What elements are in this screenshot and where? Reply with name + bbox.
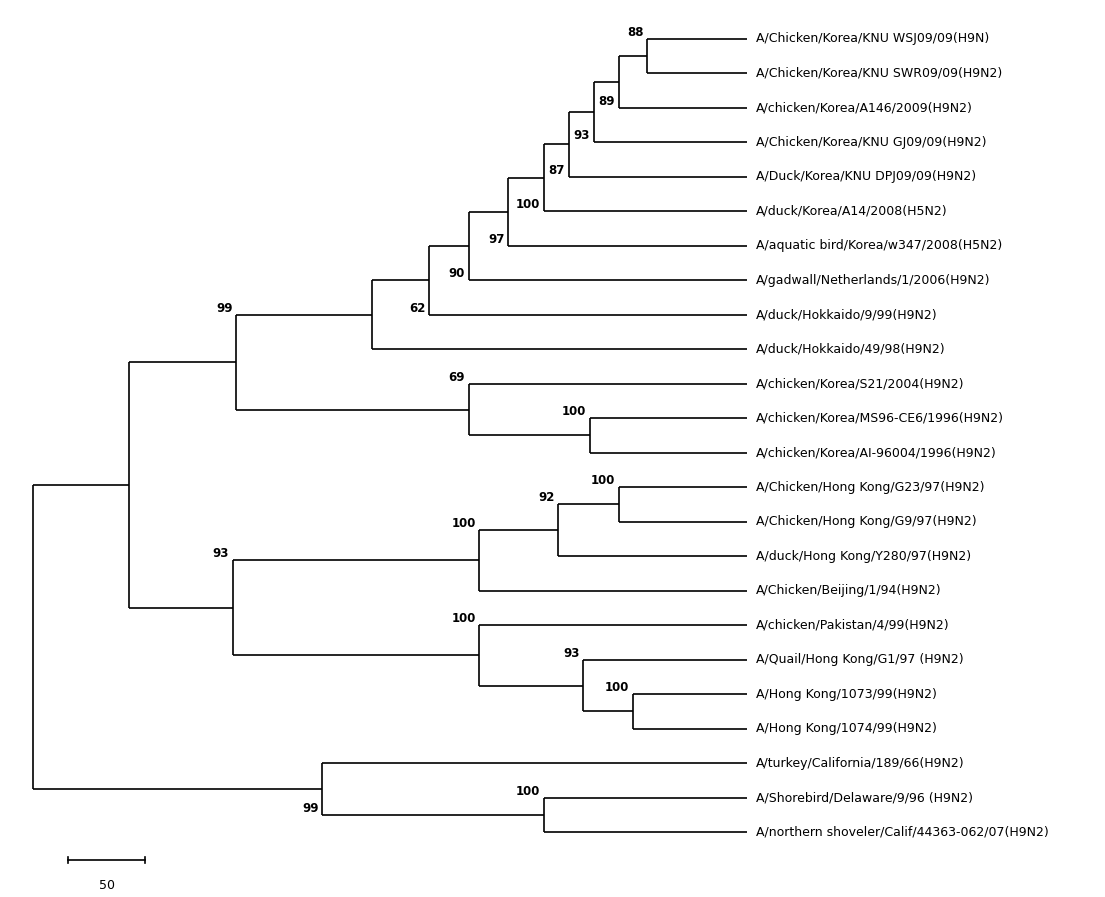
Text: A/duck/Hokkaido/9/99(H9N2): A/duck/Hokkaido/9/99(H9N2) — [756, 309, 937, 321]
Text: A/duck/Korea/A14/2008(H5N2): A/duck/Korea/A14/2008(H5N2) — [756, 205, 947, 218]
Text: 87: 87 — [549, 163, 565, 177]
Text: A/gadwall/Netherlands/1/2006(H9N2): A/gadwall/Netherlands/1/2006(H9N2) — [756, 274, 990, 287]
Text: 89: 89 — [599, 95, 615, 108]
Text: A/northern shoveler/Calif/44363-062/07(H9N2): A/northern shoveler/Calif/44363-062/07(H… — [756, 825, 1049, 839]
Text: A/Hong Kong/1074/99(H9N2): A/Hong Kong/1074/99(H9N2) — [756, 722, 937, 736]
Text: 100: 100 — [451, 518, 476, 530]
Text: A/chicken/Korea/S21/2004(H9N2): A/chicken/Korea/S21/2004(H9N2) — [756, 377, 965, 390]
Text: A/chicken/Korea/AI-96004/1996(H9N2): A/chicken/Korea/AI-96004/1996(H9N2) — [756, 446, 997, 459]
Text: 100: 100 — [451, 612, 476, 625]
Text: A/Chicken/Hong Kong/G23/97(H9N2): A/Chicken/Hong Kong/G23/97(H9N2) — [756, 481, 985, 493]
Text: 99: 99 — [302, 802, 318, 814]
Text: A/aquatic bird/Korea/w347/2008(H5N2): A/aquatic bird/Korea/w347/2008(H5N2) — [756, 239, 1002, 252]
Text: A/Duck/Korea/KNU DPJ09/09(H9N2): A/Duck/Korea/KNU DPJ09/09(H9N2) — [756, 170, 976, 183]
Text: 93: 93 — [564, 647, 579, 659]
Text: A/chicken/Korea/MS96-CE6/1996(H9N2): A/chicken/Korea/MS96-CE6/1996(H9N2) — [756, 412, 1003, 424]
Text: A/turkey/California/189/66(H9N2): A/turkey/California/189/66(H9N2) — [756, 757, 965, 770]
Text: 88: 88 — [628, 26, 644, 39]
Text: 97: 97 — [488, 232, 504, 246]
Text: A/Chicken/Korea/KNU GJ09/09(H9N2): A/Chicken/Korea/KNU GJ09/09(H9N2) — [756, 135, 987, 149]
Text: A/Hong Kong/1073/99(H9N2): A/Hong Kong/1073/99(H9N2) — [756, 688, 937, 701]
Text: A/chicken/Korea/A146/2009(H9N2): A/chicken/Korea/A146/2009(H9N2) — [756, 101, 972, 114]
Text: A/Quail/Hong Kong/G1/97 (H9N2): A/Quail/Hong Kong/G1/97 (H9N2) — [756, 653, 964, 666]
Text: 100: 100 — [516, 198, 540, 211]
Text: A/duck/Hong Kong/Y280/97(H9N2): A/duck/Hong Kong/Y280/97(H9N2) — [756, 550, 971, 562]
Text: A/Chicken/Korea/KNU SWR09/09(H9N2): A/Chicken/Korea/KNU SWR09/09(H9N2) — [756, 66, 1002, 80]
Text: A/Chicken/Korea/KNU WSJ09/09(H9N): A/Chicken/Korea/KNU WSJ09/09(H9N) — [756, 32, 989, 45]
Text: A/chicken/Pakistan/4/99(H9N2): A/chicken/Pakistan/4/99(H9N2) — [756, 619, 949, 631]
Text: 69: 69 — [449, 370, 465, 384]
Text: A/duck/Hokkaido/49/98(H9N2): A/duck/Hokkaido/49/98(H9N2) — [756, 343, 946, 355]
Text: A/Chicken/Beijing/1/94(H9N2): A/Chicken/Beijing/1/94(H9N2) — [756, 584, 941, 597]
Text: 93: 93 — [573, 129, 590, 142]
Text: 100: 100 — [591, 475, 615, 487]
Text: A/Shorebird/Delaware/9/96 (H9N2): A/Shorebird/Delaware/9/96 (H9N2) — [756, 791, 972, 804]
Text: 93: 93 — [213, 547, 229, 561]
Text: 50: 50 — [98, 879, 115, 892]
Text: 90: 90 — [449, 267, 465, 280]
Text: 92: 92 — [538, 492, 555, 504]
Text: A/Chicken/Hong Kong/G9/97(H9N2): A/Chicken/Hong Kong/G9/97(H9N2) — [756, 515, 977, 528]
Text: 100: 100 — [516, 785, 540, 797]
Text: 100: 100 — [562, 405, 587, 418]
Text: 100: 100 — [606, 681, 630, 694]
Text: 99: 99 — [217, 301, 233, 315]
Text: 62: 62 — [409, 301, 425, 315]
